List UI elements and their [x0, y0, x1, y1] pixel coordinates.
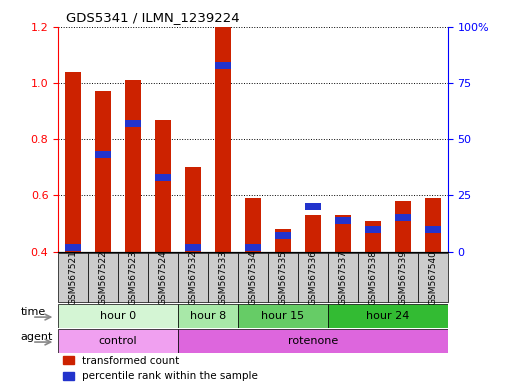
Legend: transformed count, percentile rank within the sample: transformed count, percentile rank withi…	[63, 356, 258, 381]
FancyBboxPatch shape	[58, 304, 178, 328]
Text: GSM567536: GSM567536	[308, 250, 317, 305]
Bar	[394, 201, 410, 252]
Text: GSM567537: GSM567537	[338, 250, 347, 305]
FancyBboxPatch shape	[237, 304, 327, 328]
Text: GSM567540: GSM567540	[427, 250, 436, 305]
Bar	[334, 217, 350, 223]
Bar	[184, 243, 201, 250]
Text: GSM567524: GSM567524	[158, 250, 167, 305]
FancyBboxPatch shape	[58, 253, 88, 302]
Bar	[125, 80, 141, 252]
FancyBboxPatch shape	[387, 253, 417, 302]
Text: GSM567534: GSM567534	[248, 250, 257, 305]
FancyBboxPatch shape	[178, 304, 237, 328]
Text: rotenone: rotenone	[287, 336, 337, 346]
Bar	[125, 120, 141, 127]
FancyBboxPatch shape	[417, 253, 447, 302]
FancyBboxPatch shape	[237, 253, 268, 302]
FancyBboxPatch shape	[88, 253, 118, 302]
Text: GSM567535: GSM567535	[278, 250, 287, 305]
Text: GSM567533: GSM567533	[218, 250, 227, 305]
Text: control: control	[98, 336, 137, 346]
Text: agent: agent	[20, 332, 53, 342]
FancyBboxPatch shape	[58, 329, 178, 353]
Bar	[155, 174, 171, 181]
Bar	[424, 198, 440, 252]
Bar	[304, 203, 321, 210]
Text: GSM567522: GSM567522	[98, 250, 108, 305]
Bar	[424, 225, 440, 233]
FancyBboxPatch shape	[327, 253, 357, 302]
Text: hour 15: hour 15	[261, 311, 304, 321]
Text: GSM567523: GSM567523	[128, 250, 137, 305]
Text: GSM567538: GSM567538	[368, 250, 377, 305]
Text: time: time	[20, 307, 45, 317]
Bar	[244, 243, 261, 250]
Bar	[364, 225, 380, 233]
Text: GSM567539: GSM567539	[397, 250, 407, 305]
Bar	[214, 27, 231, 252]
Bar	[65, 243, 81, 250]
FancyBboxPatch shape	[118, 253, 148, 302]
Bar	[214, 61, 231, 69]
Bar	[244, 198, 261, 252]
Bar	[65, 72, 81, 252]
Bar	[304, 215, 321, 252]
Bar	[155, 119, 171, 252]
FancyBboxPatch shape	[178, 253, 208, 302]
FancyBboxPatch shape	[178, 329, 447, 353]
Bar	[95, 91, 111, 252]
FancyBboxPatch shape	[327, 304, 447, 328]
Bar	[184, 167, 201, 252]
Bar	[274, 232, 291, 239]
Text: GSM567521: GSM567521	[69, 250, 78, 305]
Text: GDS5341 / ILMN_1239224: GDS5341 / ILMN_1239224	[66, 11, 239, 24]
Text: GSM567532: GSM567532	[188, 250, 197, 305]
FancyBboxPatch shape	[297, 253, 327, 302]
Text: hour 8: hour 8	[189, 311, 226, 321]
Text: hour 0: hour 0	[100, 311, 136, 321]
FancyBboxPatch shape	[357, 253, 387, 302]
FancyBboxPatch shape	[148, 253, 178, 302]
Bar	[364, 221, 380, 252]
Bar	[394, 214, 410, 221]
Bar	[274, 229, 291, 252]
FancyBboxPatch shape	[268, 253, 297, 302]
Bar	[95, 151, 111, 159]
FancyBboxPatch shape	[208, 253, 237, 302]
Text: hour 24: hour 24	[366, 311, 409, 321]
Bar	[334, 215, 350, 252]
